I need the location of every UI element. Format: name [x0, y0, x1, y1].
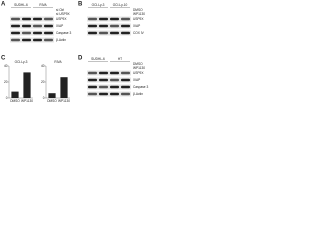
- bar: [23, 72, 31, 98]
- blot-band: [99, 17, 108, 21]
- blot-band: [44, 17, 53, 21]
- band-label: XIAP: [133, 24, 140, 28]
- blot-strip: [87, 77, 131, 83]
- blot-band: [88, 17, 97, 21]
- row-label: WP1130: [133, 66, 145, 70]
- blot-strip: [10, 37, 54, 43]
- blot-band: [88, 31, 97, 35]
- blot-band: [88, 92, 97, 96]
- column-header: RIVA: [39, 3, 47, 7]
- blot-strip: [87, 23, 131, 29]
- blot-band: [99, 31, 108, 35]
- y-tick-label: 0: [43, 96, 45, 100]
- band-label: β-Actin: [133, 92, 143, 96]
- column-header: SUDHL-6: [14, 3, 28, 7]
- blot-band: [33, 17, 42, 21]
- panel-label: A: [1, 2, 6, 8]
- chart-title: RIVA: [54, 60, 62, 64]
- x-tick-label: WP1130: [58, 99, 70, 103]
- blot-band: [44, 38, 53, 42]
- blot-band: [99, 24, 108, 28]
- blot-band: [99, 92, 108, 96]
- blot-band: [88, 24, 97, 28]
- blot-band: [88, 85, 97, 89]
- blot-band: [121, 31, 130, 35]
- blot-band: [110, 71, 119, 75]
- blot-band: [88, 78, 97, 82]
- band-label: USP9X: [56, 17, 67, 21]
- row-label: si Ctrl: [56, 8, 64, 12]
- y-tick-label: 0: [6, 96, 8, 100]
- blot-band: [22, 31, 31, 35]
- y-tick-label: 20: [4, 80, 8, 84]
- blot-band: [110, 17, 119, 21]
- blot-band: [22, 24, 31, 28]
- blot-band: [33, 24, 42, 28]
- blot-strip: [87, 84, 131, 90]
- x-tick-label: DMSO: [47, 99, 57, 103]
- blot-strip: [87, 16, 131, 22]
- x-tick-label: WP1130: [21, 99, 33, 103]
- column-header: SUDHL-6: [91, 57, 105, 61]
- blot-strip: [87, 91, 131, 97]
- blot-strip: [87, 70, 131, 76]
- blot-band: [88, 71, 97, 75]
- panel-label: B: [78, 2, 83, 8]
- blot-band: [121, 92, 130, 96]
- x-tick-label: DMSO: [10, 99, 20, 103]
- blot-strip: [10, 23, 54, 29]
- blot-band: [99, 78, 108, 82]
- blot-band: [110, 92, 119, 96]
- blot-strip: [87, 30, 131, 36]
- band-label: USP9X: [133, 71, 144, 75]
- column-header: OCI-Ly-10: [113, 3, 128, 7]
- blot-strip: [10, 16, 54, 22]
- blot-band: [121, 24, 130, 28]
- blot-band: [11, 38, 20, 42]
- band-label: XIAP: [133, 78, 140, 82]
- column-header: HT: [118, 57, 122, 61]
- y-tick-label: 40: [4, 64, 8, 68]
- row-label: WP1130: [133, 12, 145, 16]
- blot-band: [110, 24, 119, 28]
- blot-band: [110, 78, 119, 82]
- blot-strip: [10, 30, 54, 36]
- chart-title: OCI-Ly-3: [15, 60, 28, 64]
- blot-band: [44, 24, 53, 28]
- blot-band: [110, 85, 119, 89]
- blot-band: [33, 38, 42, 42]
- blot-band: [121, 17, 130, 21]
- blot-band: [22, 38, 31, 42]
- y-tick-label: 20: [41, 80, 45, 84]
- blot-band: [11, 17, 20, 21]
- panel-label: D: [78, 56, 83, 62]
- panel-label: C: [1, 56, 6, 62]
- column-header: OCI-Ly-3: [92, 3, 105, 7]
- bar: [48, 93, 56, 98]
- band-label: β-Actin: [56, 38, 66, 42]
- bar: [60, 77, 68, 98]
- band-label: Caspase 3: [133, 85, 148, 89]
- blot-band: [11, 24, 20, 28]
- bar: [11, 91, 19, 98]
- blot-band: [121, 85, 130, 89]
- band-label: Caspase 3: [56, 31, 71, 35]
- y-tick-label: 40: [41, 64, 45, 68]
- blot-band: [22, 17, 31, 21]
- blot-band: [33, 31, 42, 35]
- blot-band: [44, 31, 53, 35]
- band-label: COX IV: [133, 31, 145, 35]
- row-label: si USP9X: [56, 12, 71, 16]
- blot-band: [99, 71, 108, 75]
- blot-band: [121, 78, 130, 82]
- band-label: USP9X: [133, 17, 144, 21]
- blot-band: [121, 71, 130, 75]
- row-label: DMSO: [133, 8, 143, 12]
- blot-band: [110, 31, 119, 35]
- blot-band: [99, 85, 108, 89]
- band-label: XIAP: [56, 24, 63, 28]
- row-label: DMSO: [133, 62, 143, 66]
- blot-band: [11, 31, 20, 35]
